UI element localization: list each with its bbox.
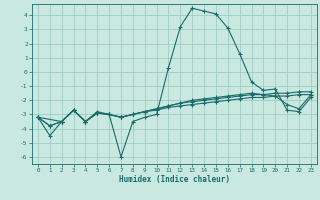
- X-axis label: Humidex (Indice chaleur): Humidex (Indice chaleur): [119, 175, 230, 184]
